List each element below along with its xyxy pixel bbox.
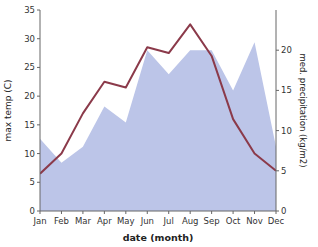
y-tick-label: 25	[24, 62, 35, 72]
y2-axis-line	[276, 10, 277, 211]
x-tick	[61, 211, 62, 214]
y2-tick-label: 15	[281, 85, 292, 95]
x-axis-line	[40, 211, 276, 212]
y2-tick-label: 0	[281, 206, 286, 216]
x-tick	[82, 211, 83, 214]
y2-axis-label: med. precipitation (kg/m2)	[298, 53, 308, 167]
x-tick	[190, 211, 191, 214]
y-tick-label: 10	[24, 149, 35, 159]
y-tick-label: 15	[24, 120, 35, 130]
x-tick-label: Jul	[163, 216, 174, 226]
y-tick	[37, 153, 40, 154]
temp-line	[40, 24, 276, 173]
y-tick	[37, 10, 40, 11]
x-tick-label: Nov	[246, 216, 263, 226]
x-tick-label: Jun	[140, 216, 154, 226]
y2-tick-label: 20	[281, 45, 292, 55]
x-tick-label: Aug	[182, 216, 199, 226]
y2-tick	[276, 130, 279, 131]
y2-tick	[276, 90, 279, 91]
x-tick	[254, 211, 255, 214]
y-tick	[37, 67, 40, 68]
x-tick-label: Dec	[268, 216, 285, 226]
x-tick	[211, 211, 212, 214]
y-tick	[37, 96, 40, 97]
x-axis-label: date (month)	[123, 232, 194, 243]
y2-tick	[276, 211, 279, 212]
y-tick-label: 5	[30, 177, 35, 187]
x-tick-label: Mar	[75, 216, 92, 226]
y2-tick-label: 5	[281, 166, 286, 176]
y2-tick	[276, 170, 279, 171]
y-tick-label: 35	[24, 5, 35, 15]
y-axis-label: max temp (C)	[3, 79, 13, 141]
y-tick	[37, 124, 40, 125]
x-tick-label: Sep	[204, 216, 220, 226]
y-axis-line	[40, 10, 41, 211]
plot-area	[40, 24, 276, 211]
chart: JanFebMarAprMayJunJulAugSepOctNovDec0510…	[0, 0, 318, 247]
x-tick	[104, 211, 105, 214]
x-tick	[125, 211, 126, 214]
y-tick-label: 20	[24, 91, 35, 101]
x-tick-label: May	[117, 216, 135, 226]
y-tick	[37, 38, 40, 39]
y2-tick-label: 10	[281, 126, 292, 136]
x-tick-label: Apr	[97, 216, 112, 226]
x-tick-label: Jan	[32, 216, 46, 226]
x-tick-label: Oct	[226, 216, 241, 226]
x-tick-label: Feb	[54, 216, 69, 226]
y-tick	[37, 211, 40, 212]
y-tick-label: 0	[30, 206, 35, 216]
x-tick	[147, 211, 148, 214]
y2-tick	[276, 50, 279, 51]
y-tick	[37, 182, 40, 183]
y-tick-label: 30	[24, 34, 35, 44]
x-tick	[168, 211, 169, 214]
x-tick	[233, 211, 234, 214]
